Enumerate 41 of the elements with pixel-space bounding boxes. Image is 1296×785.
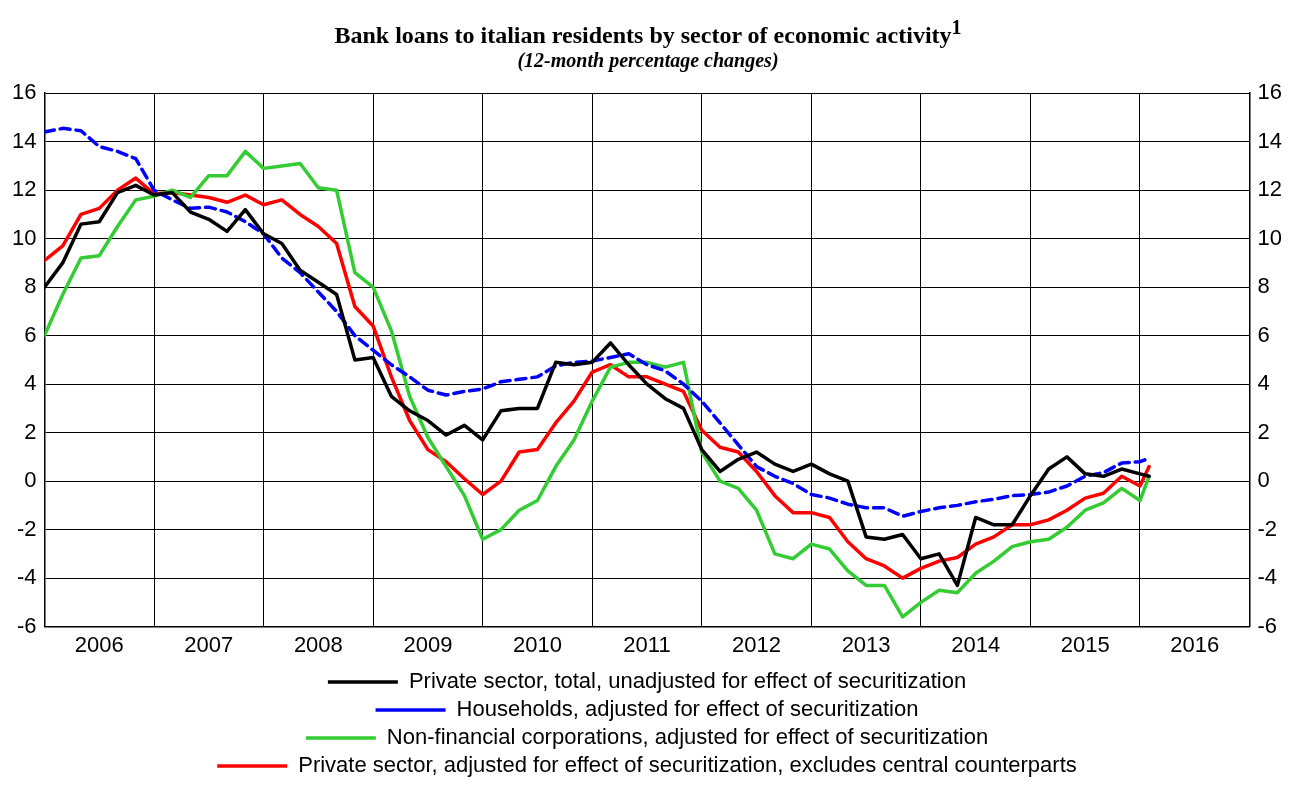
- legend-label: Households, adjusted for effect of securitization: [456, 696, 919, 722]
- x-tick-label: 2013: [841, 631, 891, 657]
- y2-tick-label: 0: [1257, 467, 1270, 493]
- y-tick-label: 0: [24, 467, 37, 493]
- y-tick-label: 14: [11, 127, 37, 153]
- y-tick-label: 4: [24, 370, 37, 396]
- x-tick-label: 2010: [512, 631, 562, 657]
- y2-tick-label: -4: [1257, 564, 1278, 590]
- y-tick-label: 16: [11, 79, 37, 105]
- y2-tick-label: 10: [1257, 224, 1283, 250]
- legend-label: Private sector, adjusted for effect of securitization, excludes central counterparts: [298, 752, 1077, 778]
- y-tick-label: -6: [16, 612, 37, 638]
- x-tick-label: 2007: [184, 631, 234, 657]
- x-tick-label: 2016: [1170, 631, 1220, 657]
- chart-subtitle: (12-month percentage changes): [516, 48, 780, 72]
- y-tick-label: 2: [24, 418, 37, 444]
- y2-tick-label: 2: [1257, 418, 1270, 444]
- chart-title: Bank loans to italian residents by sector of economic activity$^{1}$: [333, 15, 963, 48]
- x-tick-label: 2011: [623, 631, 671, 657]
- y-tick-label: 10: [11, 224, 37, 250]
- x-tick-label: 2015: [1060, 631, 1110, 657]
- y2-tick-label: 6: [1257, 321, 1270, 347]
- legend-label: Private sector, total, unadjusted for effect of securitization: [408, 668, 967, 694]
- y-tick-label: 8: [24, 273, 37, 299]
- y2-tick-label: 4: [1257, 370, 1270, 396]
- x-tick-label: 2006: [74, 631, 124, 657]
- y2-tick-label: 16: [1257, 79, 1283, 105]
- legend-label: Non-financial corporations, adjusted for effect of securitization: [386, 724, 989, 750]
- x-tick-label: 2012: [732, 631, 782, 657]
- y2-tick-label: 12: [1257, 176, 1283, 202]
- x-tick-label: 2008: [293, 631, 343, 657]
- y-tick-label: 6: [24, 321, 37, 347]
- y-tick-label: -4: [16, 564, 37, 590]
- y-tick-label: 12: [11, 176, 37, 202]
- y2-tick-label: -6: [1257, 612, 1278, 638]
- y2-tick-label: 8: [1257, 273, 1270, 299]
- x-tick-label: 2009: [403, 631, 453, 657]
- x-tick-label: 2014: [951, 631, 1001, 657]
- y2-tick-label: -2: [1257, 515, 1278, 541]
- y2-tick-label: 14: [1257, 127, 1283, 153]
- y-tick-label: -2: [16, 515, 37, 541]
